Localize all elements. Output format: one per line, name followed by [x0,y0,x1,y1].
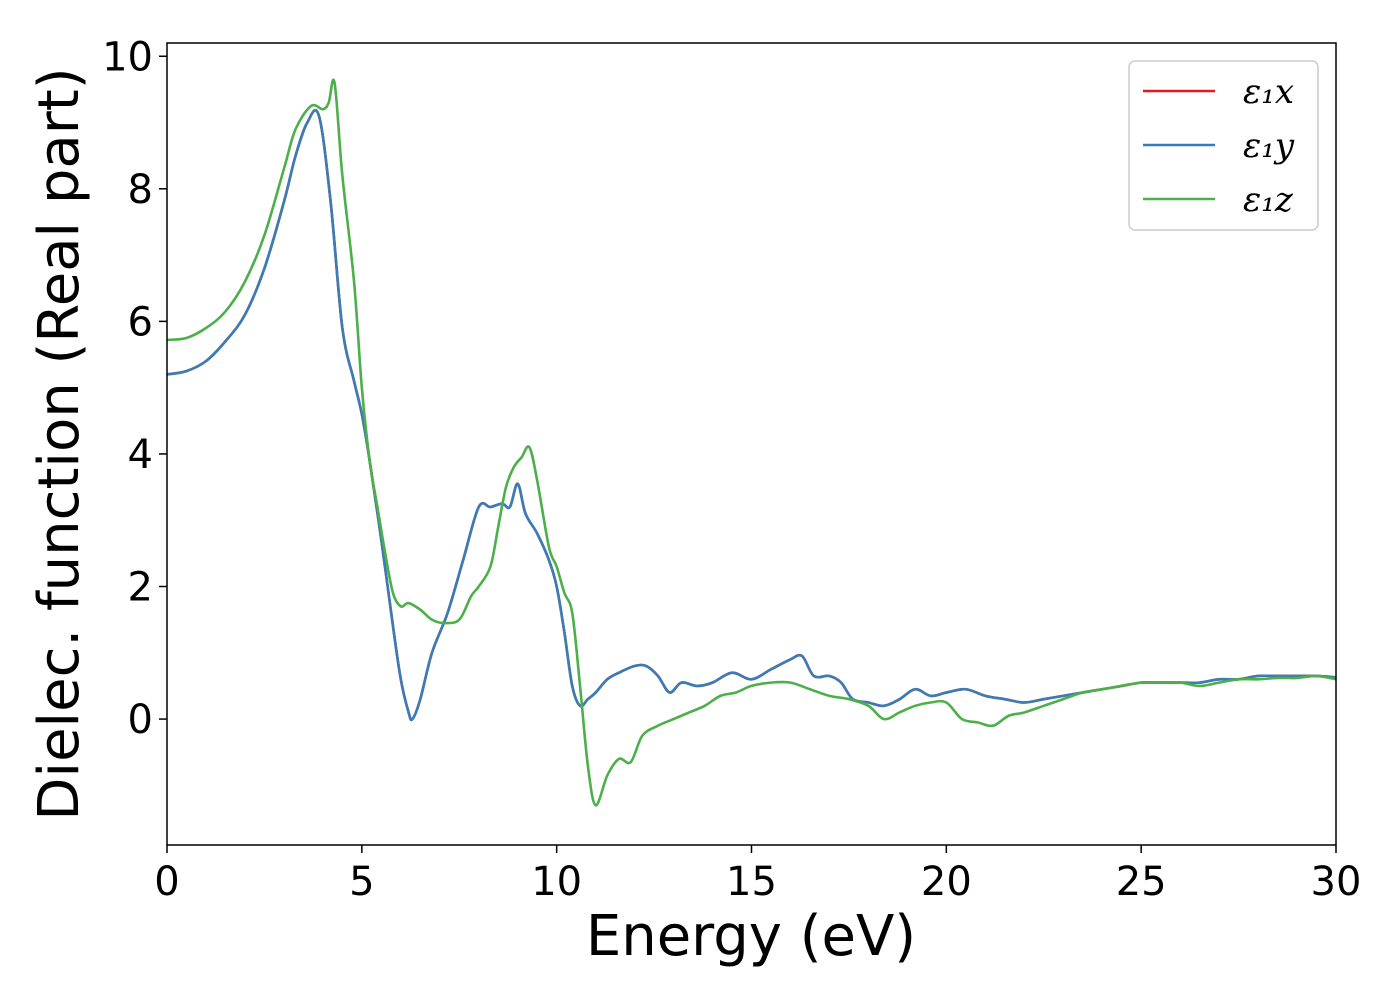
legend-label-1: ε₁x [1243,72,1294,112]
legend: ε₁x ε₁y ε₁z [1128,60,1319,231]
y-tick-label: 2 [128,565,153,611]
x-tick-label: 20 [921,859,972,905]
legend-label-3: ε₁z [1243,180,1294,220]
series-line-2 [167,109,1336,722]
legend-items: ε₁x ε₁y ε₁z [1143,72,1295,220]
legend-label-2: ε₁y [1243,126,1295,166]
plot-lines [167,78,1336,807]
x-tick-label: 30 [1311,859,1362,905]
y-tick-label: 10 [102,34,153,80]
y-tick-label: 6 [128,299,153,345]
legend-box [1128,60,1319,231]
y-axis-title: Dielec. function (Real part) [27,67,92,820]
x-tick-label: 25 [1116,859,1167,905]
x-tick-label: 5 [349,859,374,905]
x-tick-label: 15 [726,859,777,905]
series-line-3 [167,78,1336,807]
y-tick-label: 0 [128,697,153,743]
y-axis-ticks: 0 2 4 6 8 10 [102,34,167,743]
x-tick-label: 10 [531,859,582,905]
x-axis-title: Energy (eV) [586,904,916,969]
x-tick-label: 0 [154,859,179,905]
x-axis-ticks: 0 5 10 15 20 25 30 [154,845,1361,905]
y-tick-label: 8 [128,167,153,213]
y-tick-label: 4 [128,432,153,478]
